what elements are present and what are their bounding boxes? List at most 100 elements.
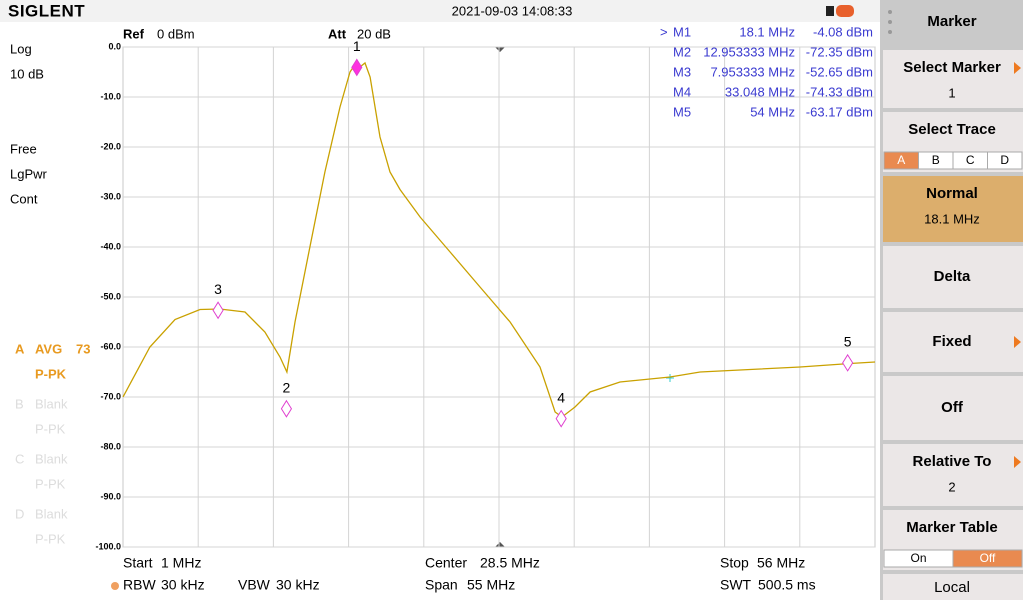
- cursor: [666, 374, 674, 382]
- softkey-label: Select Trace: [908, 121, 996, 138]
- marker-table-level: -74.33 dBm: [806, 84, 873, 99]
- y-tick-label: -30.0: [100, 191, 121, 201]
- softkey-value: 1: [948, 85, 955, 100]
- softkey-label: Relative To: [913, 453, 992, 470]
- footer-label: Span: [425, 577, 458, 593]
- option-label: C: [966, 153, 975, 167]
- footer-label: Start: [123, 555, 153, 571]
- status-line: LgPwr: [10, 166, 48, 181]
- option-label: D: [1000, 153, 1009, 167]
- y-tick-label: -20.0: [100, 141, 121, 151]
- marker-table-label: M4: [673, 84, 691, 99]
- trace-name: C: [15, 451, 24, 466]
- marker-number: 2: [283, 379, 291, 395]
- marker-table-label: M1: [673, 24, 691, 39]
- marker-number: 3: [214, 281, 222, 297]
- marker-table-level: -63.17 dBm: [806, 104, 873, 119]
- menu-title: Marker: [927, 13, 976, 30]
- marker: [555, 409, 567, 428]
- marker-table-freq: 18.1 MHz: [739, 24, 795, 39]
- softkey-value: 2: [948, 479, 955, 494]
- brand: SIGLENT: [8, 1, 85, 20]
- y-tick-label: -50.0: [100, 291, 121, 301]
- option-box[interactable]: [987, 151, 1023, 170]
- marker-table-freq: 33.048 MHz: [725, 84, 795, 99]
- footer-label: RBW: [123, 577, 156, 593]
- trace-name: B: [15, 396, 24, 411]
- footer-value: 56 MHz: [757, 555, 805, 571]
- marker: [842, 353, 854, 372]
- trace-detector: P-PK: [35, 421, 66, 436]
- header-bar: [0, 0, 880, 22]
- dot: [888, 20, 892, 24]
- footer-value: 55 MHz: [467, 577, 515, 593]
- softkey-arrow: [1014, 456, 1021, 468]
- marker-number: 1: [353, 38, 361, 54]
- footer-value: 30 kHz: [161, 577, 205, 593]
- softkey[interactable]: [883, 376, 1023, 440]
- datetime: 2021-09-03 14:08:33: [452, 3, 573, 18]
- y-tick-label: -90.0: [100, 491, 121, 501]
- trace-count: 73: [76, 341, 90, 356]
- softkey-label: Delta: [934, 268, 971, 285]
- trace-name: D: [15, 506, 24, 521]
- marker-number: 4: [557, 389, 565, 405]
- softkey-arrow: [1014, 62, 1021, 74]
- marker-number: 5: [844, 334, 852, 350]
- trace-mode: Blank: [35, 451, 68, 466]
- usb-icon: [836, 5, 854, 17]
- softkey-label: Fixed: [932, 333, 971, 350]
- footer-value: 500.5 ms: [758, 577, 816, 593]
- option-box[interactable]: [952, 549, 1023, 568]
- softkey-label: Local: [934, 579, 970, 596]
- footer-label: VBW: [238, 577, 271, 593]
- dot: [888, 30, 892, 34]
- marker: [351, 58, 363, 77]
- marker-table-level: -52.65 dBm: [806, 64, 873, 79]
- softkey-label: Off: [941, 399, 964, 416]
- option-label: A: [897, 153, 905, 167]
- marker-table-freq: 7.953333 MHz: [710, 64, 795, 79]
- softkey[interactable]: [883, 312, 1023, 372]
- rbw-indicator: [111, 582, 119, 590]
- att-value: 20 dB: [357, 26, 391, 41]
- softkey[interactable]: [883, 574, 1023, 600]
- softkey[interactable]: [883, 246, 1023, 308]
- y-tick-label: -100.0: [95, 541, 121, 551]
- footer-value: 1 MHz: [161, 555, 201, 571]
- marker: [212, 301, 224, 320]
- softkey[interactable]: [883, 176, 1023, 242]
- y-tick-label: -10.0: [100, 91, 121, 101]
- marker-table-label: M3: [673, 64, 691, 79]
- ref-label: Ref: [123, 26, 145, 41]
- option-label: Off: [980, 551, 996, 565]
- trace-mode: Blank: [35, 506, 68, 521]
- status-line: Free: [10, 141, 37, 156]
- option-label: On: [910, 551, 926, 565]
- y-tick-label: -70.0: [100, 391, 121, 401]
- trace: [122, 61, 876, 418]
- marker-table-level: -4.08 dBm: [813, 24, 873, 39]
- y-tick-label: 0.0: [108, 41, 121, 51]
- y-tick-label: -80.0: [100, 441, 121, 451]
- marker-table-label: M2: [673, 44, 691, 59]
- footer-value: 30 kHz: [276, 577, 320, 593]
- trace-detector: P-PK: [35, 476, 66, 491]
- softkey-label: Marker Table: [906, 519, 997, 536]
- status-icon: [826, 6, 834, 16]
- softkey-value: 18.1 MHz: [924, 211, 980, 226]
- trace-mode: AVG: [35, 341, 62, 356]
- trace-mode: Blank: [35, 396, 68, 411]
- marker-table-freq: 12.953333 MHz: [703, 44, 795, 59]
- y-tick-label: -60.0: [100, 341, 121, 351]
- ref-value: 0 dBm: [157, 26, 195, 41]
- scale-div: 10 dB: [10, 66, 44, 81]
- footer-label: SWT: [720, 577, 752, 593]
- softkey[interactable]: [883, 50, 1023, 108]
- footer-value: 28.5 MHz: [480, 555, 540, 571]
- softkey-label: Normal: [926, 185, 978, 202]
- softkey[interactable]: [883, 444, 1023, 506]
- softkey-label: Select Marker: [903, 59, 1001, 76]
- marker-table-freq: 54 MHz: [750, 104, 795, 119]
